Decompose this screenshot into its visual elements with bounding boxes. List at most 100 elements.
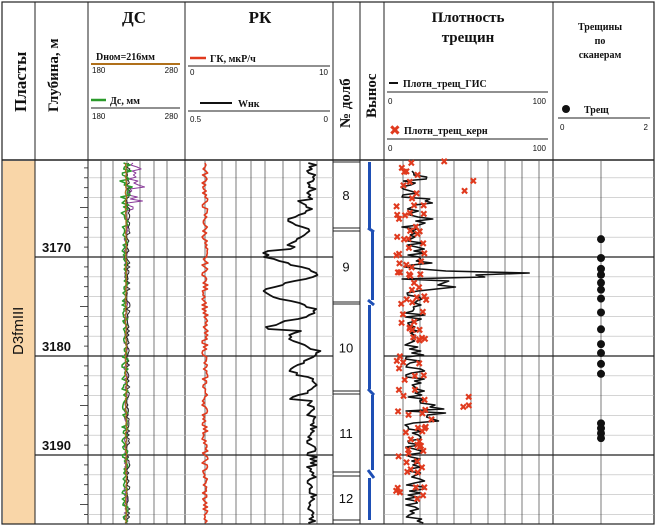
tick-plkern-min: 0	[388, 144, 393, 153]
kern-marker: ✖	[418, 334, 426, 345]
kern-marker: ✖	[411, 385, 419, 396]
kern-marker: ✖	[394, 452, 402, 463]
kern-marker: ✖	[422, 296, 430, 307]
formation-label: D3fmIII	[10, 307, 27, 355]
header-glubina-text: Глубина, м	[46, 38, 62, 112]
kern-marker: ✖	[399, 358, 407, 369]
scanner-fracture	[597, 434, 605, 443]
kern-marker: ✖	[417, 257, 425, 268]
kern-marker: ✖	[417, 442, 425, 453]
kern-marker: ✖	[420, 371, 428, 382]
kern-marker: ✖	[402, 260, 410, 271]
tick-wnk-min: 0.5	[190, 115, 202, 124]
kern-marker: ✖	[420, 292, 428, 303]
kern-marker: ✖	[459, 403, 467, 414]
kern-marker: ✖	[396, 268, 404, 279]
kern-marker: ✖	[403, 468, 411, 479]
legend-pl-kern: Плотн_трещ_керн	[404, 126, 488, 137]
header-treshchiny-1: Трещины	[578, 22, 622, 33]
kern-marker: ✖	[395, 364, 403, 375]
kern-marker: ✖	[409, 333, 417, 344]
kern-marker: ✖	[412, 293, 420, 304]
kern-marker: ✖	[413, 230, 421, 241]
header-treshchiny-2: по	[595, 36, 606, 47]
scanner-fracture	[597, 278, 605, 287]
tick-ds-max: 280	[165, 112, 179, 121]
depth-label: 3180	[42, 339, 71, 354]
kern-marker: ✖	[394, 407, 402, 418]
kern-marker: ✖	[412, 189, 420, 200]
kern-marker: ✖	[410, 318, 418, 329]
depth-label: 3170	[42, 240, 71, 255]
kern-marker: ✖	[413, 171, 421, 182]
kern-marker: ✖	[406, 323, 414, 334]
kern-marker: ✖	[464, 393, 472, 404]
kern-marker: ✖	[400, 235, 408, 246]
plotnost-gis-curve	[400, 170, 530, 524]
tick-tresh-max: 2	[644, 123, 649, 132]
kern-marker: ✖	[469, 177, 477, 188]
legend-dnom: Dном=216мм	[96, 52, 155, 63]
scanner-fracture	[597, 340, 605, 349]
header-vynos: Вынос	[364, 73, 380, 118]
core-interval	[368, 162, 371, 228]
tick-dnom-max: 280	[165, 66, 179, 75]
scanner-fracture	[597, 325, 605, 334]
kern-marker: ✖	[404, 234, 412, 245]
kern-marker: ✖	[394, 483, 402, 494]
scanner-fracture	[597, 294, 605, 303]
kern-marker: ✖	[416, 270, 424, 281]
kern-marker: ✖	[413, 468, 421, 479]
bit-number: 11	[339, 426, 353, 441]
kern-marker: ✖	[416, 336, 424, 347]
kern-marker: ✖	[407, 263, 415, 274]
kern-marker: ✖	[415, 326, 423, 337]
kern-marker: ✖	[414, 423, 422, 434]
bit-number: 12	[339, 491, 353, 506]
kern-marker: ✖	[404, 411, 412, 422]
kern-marker: ✖	[420, 424, 428, 435]
scanner-fracture	[597, 235, 605, 244]
scanner-fracture	[597, 264, 605, 273]
dnom-curve	[124, 162, 128, 524]
legend-pl-gis: Плотн_трещ_ГИС	[403, 79, 487, 90]
kern-marker: ✖	[418, 409, 426, 420]
kern-marker: ✖	[419, 491, 427, 502]
tick-gk-min: 0	[190, 68, 195, 77]
tick-wnk-max: 0	[324, 115, 329, 124]
core-interval	[368, 478, 371, 520]
kern-marker: ✖	[418, 427, 426, 438]
kern-marker: ✖	[400, 375, 408, 386]
scanner-fracture	[597, 253, 605, 262]
scanner-fracture	[597, 359, 605, 368]
kern-marker: ✖	[402, 167, 410, 178]
legend-ds: Дс, мм	[110, 96, 140, 107]
kern-marker: ✖	[392, 202, 400, 213]
kern-marker: ✖	[396, 352, 404, 363]
kern-marker: ✖	[406, 177, 414, 188]
kern-marker: ✖	[404, 445, 412, 456]
kern-marker: ✖	[408, 326, 416, 337]
kern-marker: ✖	[393, 210, 401, 221]
kern-marker: ✖	[465, 401, 473, 412]
scanner-fracture	[597, 349, 605, 358]
kern-marker: ✖	[413, 457, 421, 468]
kern-marker: ✖	[395, 214, 403, 225]
kern-marker: ✖	[404, 449, 412, 460]
header-rk: РК	[249, 8, 272, 27]
kern-marker: ✖	[427, 415, 435, 426]
kern-marker: ✖	[397, 319, 405, 330]
tick-plgis-max: 100	[533, 97, 547, 106]
kern-marker: ✖	[415, 283, 423, 294]
header-dolota: № долб	[338, 78, 354, 128]
kern-marker: ✖	[393, 356, 401, 367]
kern-marker: ✖	[392, 251, 400, 262]
gk-curve	[201, 162, 209, 524]
legend-gk: ГК, мкР/ч	[210, 54, 256, 65]
tick-dnom-min: 180	[92, 66, 106, 75]
kern-marker: ✖	[406, 465, 414, 476]
legend-kern-marker: ✖	[389, 123, 401, 139]
kern-marker: ✖	[410, 201, 418, 212]
core-interval	[368, 305, 371, 389]
